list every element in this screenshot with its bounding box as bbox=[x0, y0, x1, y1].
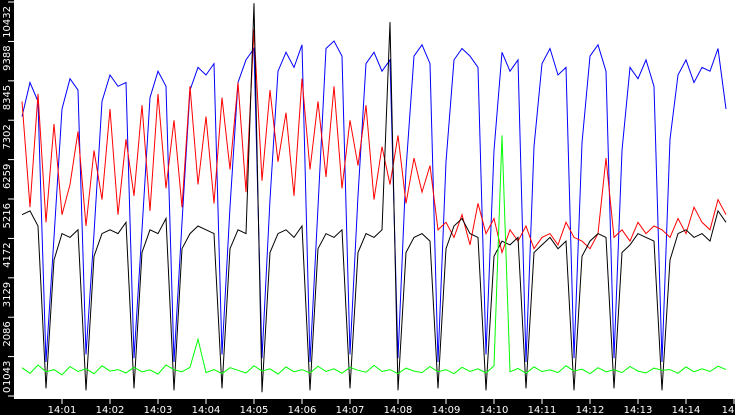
x-tick-label: 14:11 bbox=[528, 405, 557, 415]
x-axis: 14:01 14:02 14:03 14:04 14:05 14:06 14:07 14:08… bbox=[48, 399, 735, 415]
x-tick-label: 14:08 bbox=[384, 405, 413, 415]
x-tick-label: 14:02 bbox=[96, 405, 125, 415]
y-tick-label: 5216 bbox=[2, 203, 13, 228]
x-tick-label: 14:06 bbox=[288, 405, 317, 415]
x-tick-label: 14:05 bbox=[240, 405, 269, 415]
y-tick-label: 10432 bbox=[2, 6, 13, 38]
series-line-1 bbox=[21, 29, 727, 255]
x-tick-label: 14:09 bbox=[432, 405, 461, 415]
y-tick-label: 7302 bbox=[2, 124, 13, 149]
series-layer bbox=[21, 3, 727, 393]
x-tick-label: 14:07 bbox=[336, 405, 365, 415]
y-tick-label: 6259 bbox=[2, 164, 13, 189]
y-tick-label: 1043 bbox=[2, 361, 13, 386]
series-line-3 bbox=[21, 135, 727, 376]
y-tick-label: 3129 bbox=[2, 282, 13, 307]
x-tick-label: 14:04 bbox=[192, 405, 221, 415]
y-tick-label: 2086 bbox=[2, 321, 13, 346]
x-tick-label: 14:14 bbox=[672, 405, 701, 415]
x-tick-label: 14:10 bbox=[480, 405, 509, 415]
x-tick-label: 14:13 bbox=[624, 405, 653, 415]
x-tick-label: 14:03 bbox=[144, 405, 173, 415]
x-tick-label: 14:12 bbox=[576, 405, 605, 415]
series-line-0 bbox=[21, 40, 727, 363]
y-tick-label: 9388 bbox=[2, 45, 13, 70]
y-tick-label: 8345 bbox=[2, 85, 13, 110]
x-tick-label: 14 bbox=[722, 405, 735, 415]
y-tick-label: 0 bbox=[2, 387, 13, 393]
y-tick-label: 4172 bbox=[2, 242, 13, 267]
x-tick-label: 14:01 bbox=[48, 405, 77, 415]
series-line-2 bbox=[21, 3, 727, 393]
